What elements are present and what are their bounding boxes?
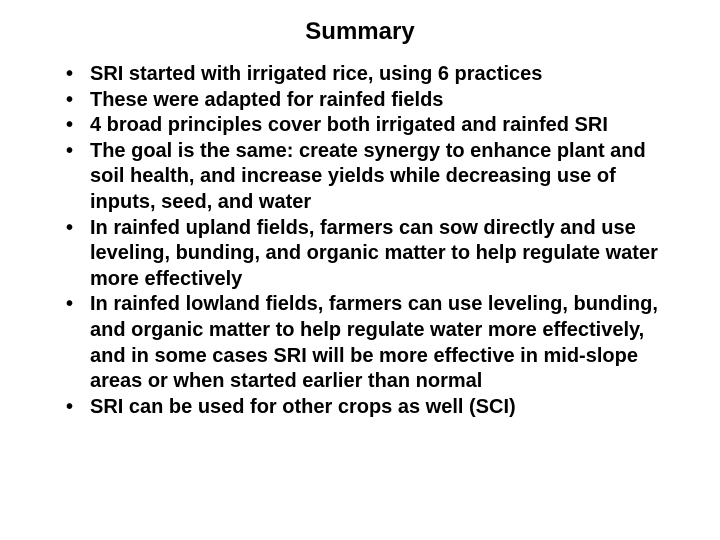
- summary-list: SRI started with irrigated rice, using 6…: [40, 62, 680, 420]
- list-item: In rainfed upland fields, farmers can so…: [66, 216, 680, 293]
- list-item: In rainfed lowland fields, farmers can u…: [66, 292, 680, 394]
- list-item: SRI started with irrigated rice, using 6…: [66, 62, 680, 88]
- list-item: The goal is the same: create synergy to …: [66, 139, 680, 216]
- list-item: SRI can be used for other crops as well …: [66, 395, 680, 421]
- list-item: 4 broad principles cover both irrigated …: [66, 113, 680, 139]
- slide-title: Summary: [40, 18, 680, 46]
- list-item: These were adapted for rainfed fields: [66, 88, 680, 114]
